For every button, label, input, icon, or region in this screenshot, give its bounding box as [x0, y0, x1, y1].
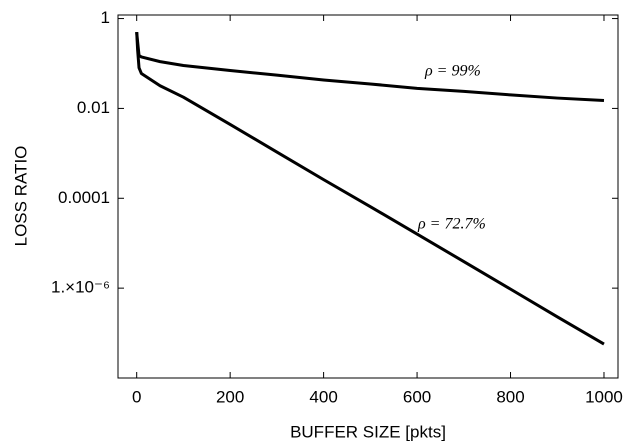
series-line [135, 31, 605, 103]
series-label: ρ = 72.7% [417, 216, 486, 233]
x-tick-label: 600 [403, 387, 431, 406]
y-tick-label: 0.0001 [58, 188, 110, 207]
y-axis-label: LOSS RATIO [11, 146, 30, 247]
x-tick-label: 1000 [585, 387, 623, 406]
plot-frame [117, 14, 619, 379]
x-tick-label: 800 [496, 387, 524, 406]
y-tick-label: 1 [101, 8, 110, 27]
y-tick-label: 0.01 [77, 98, 110, 117]
x-tick-label: 200 [216, 387, 244, 406]
x-tick-label: 0 [132, 387, 141, 406]
series-line [135, 32, 605, 346]
x-tick-label: 400 [309, 387, 337, 406]
x-axis-label: BUFFER SIZE [pkts] [290, 422, 446, 441]
y-tick-label: 1.×10⁻⁶ [51, 278, 110, 297]
series-label: ρ = 99% [424, 63, 481, 80]
